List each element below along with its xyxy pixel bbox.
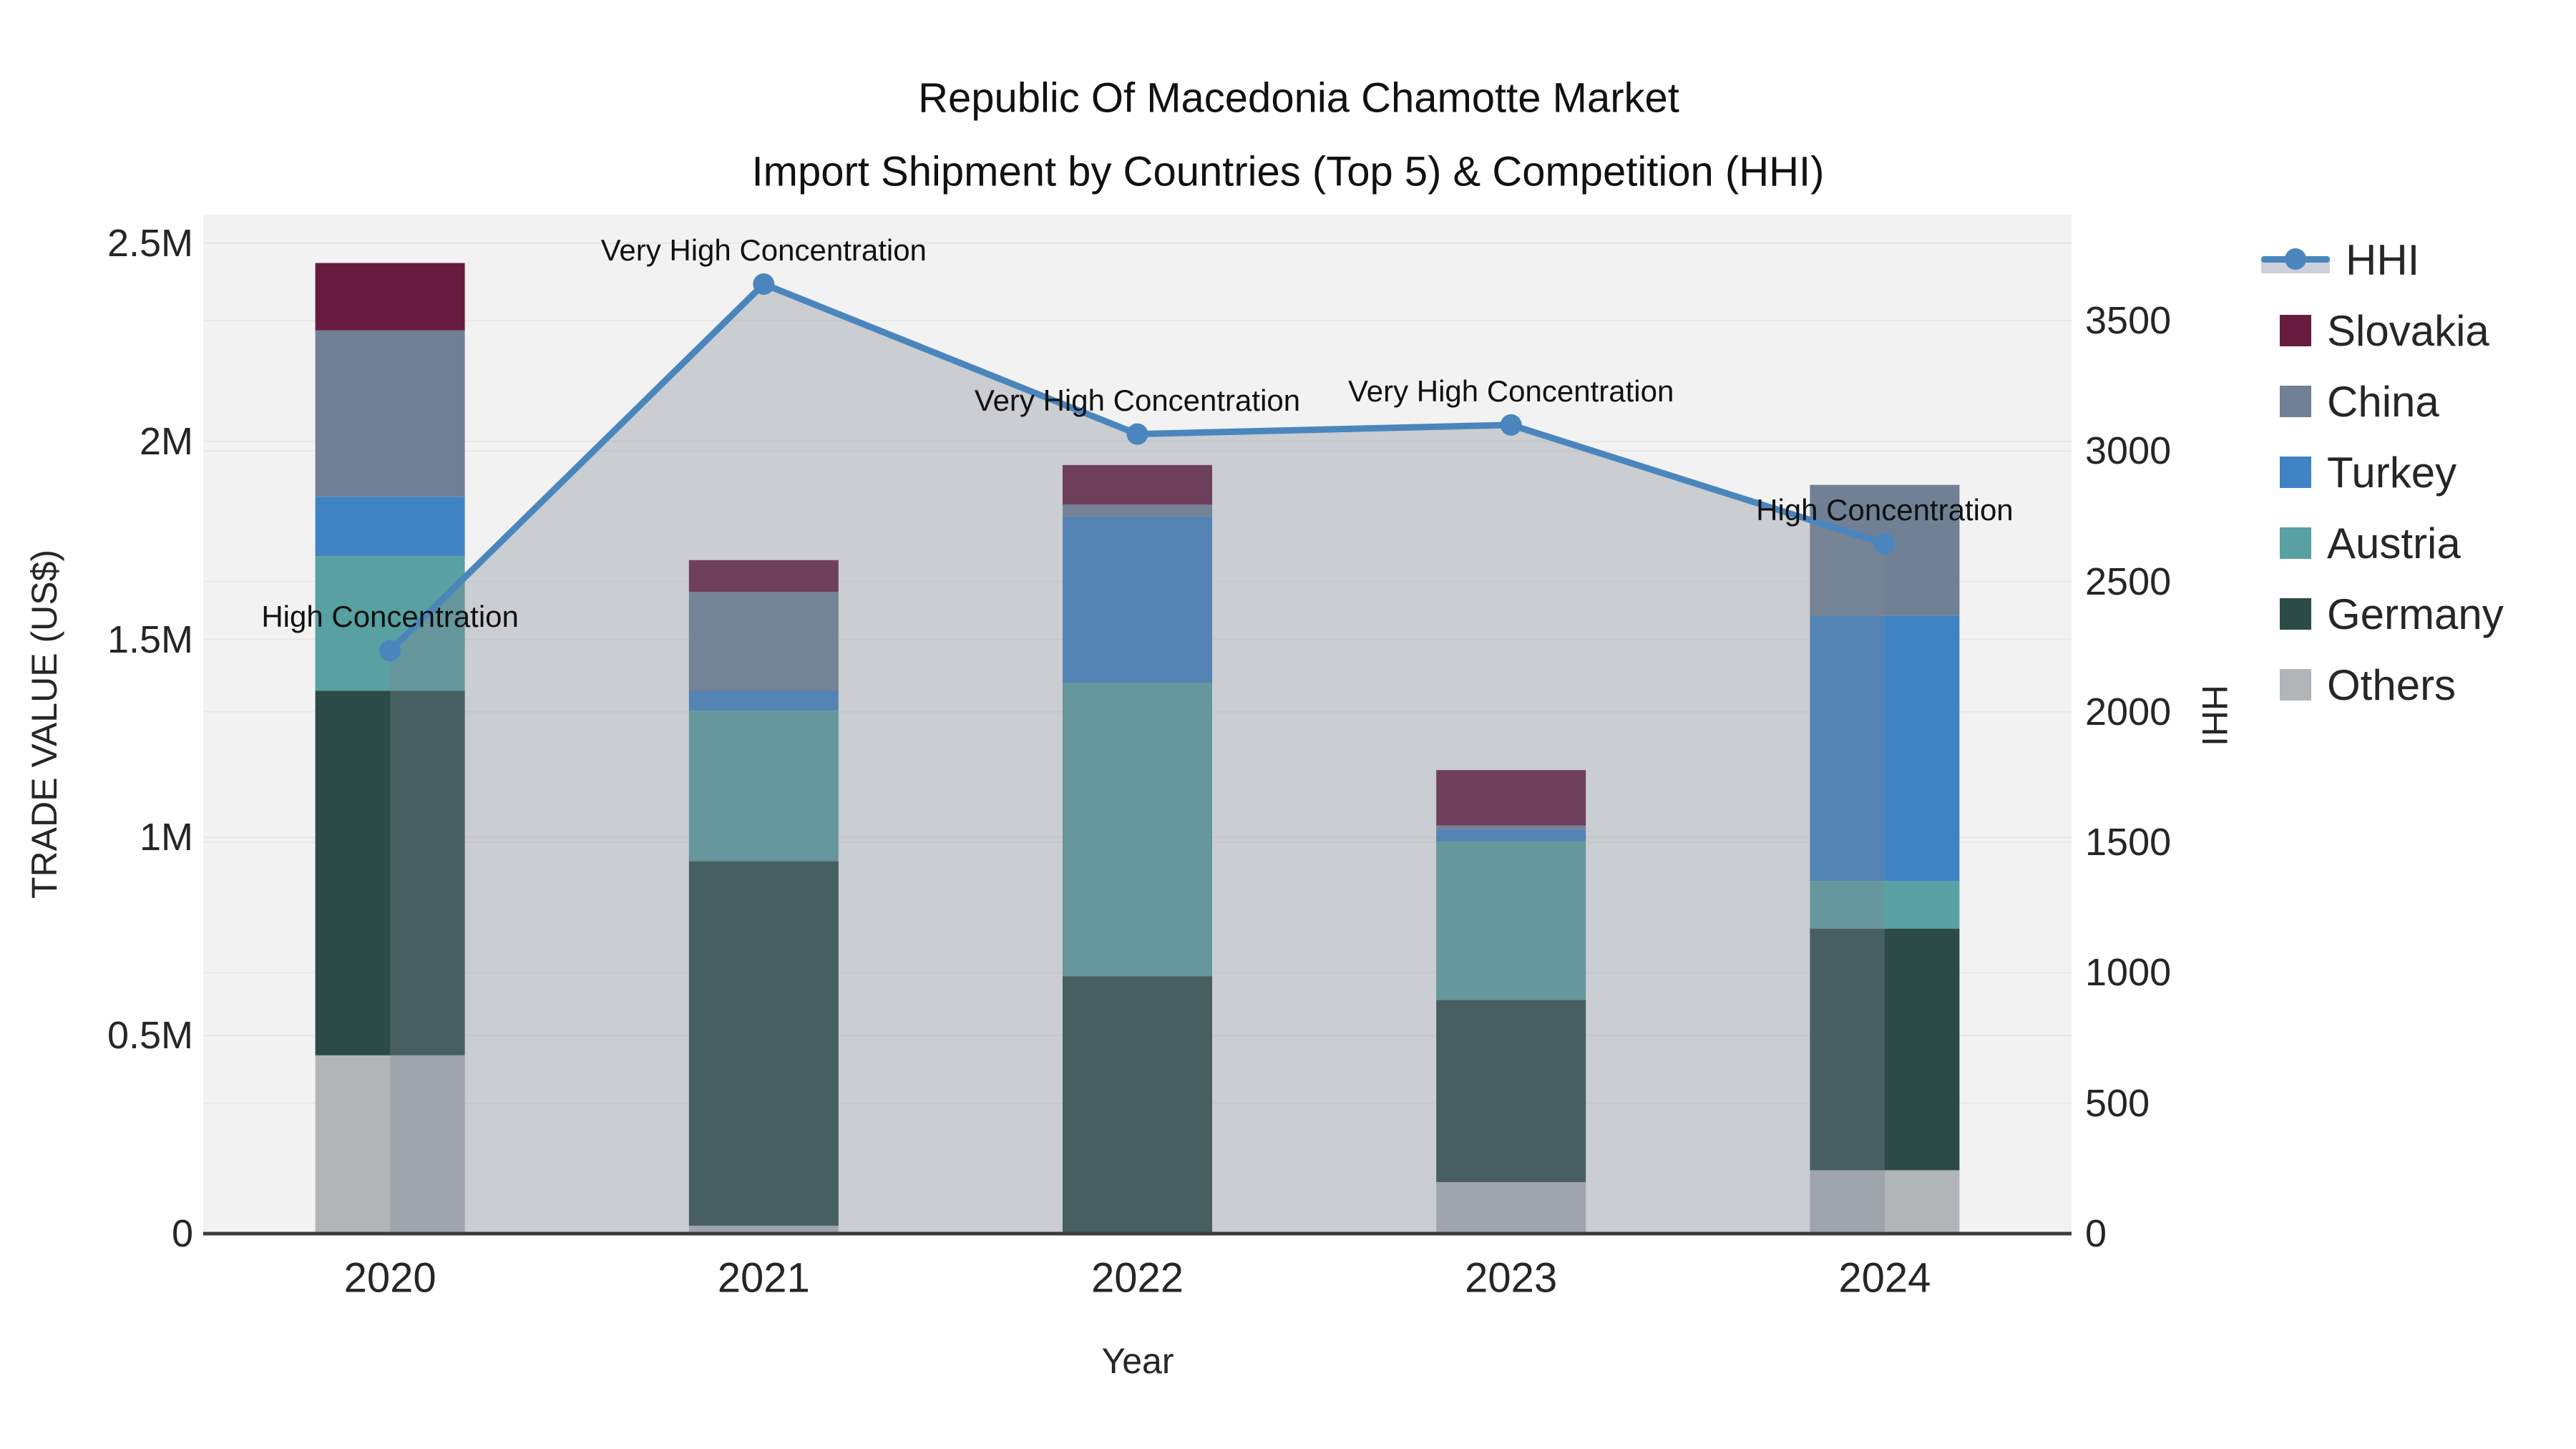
bar-segment-others-2024[interactable] [1810, 1170, 1960, 1234]
bar-segment-germany-2023[interactable] [1436, 1000, 1586, 1183]
annotation-2024: High Concentration [1756, 492, 2014, 527]
bar-segment-turkey-2020[interactable] [315, 497, 465, 557]
legend-label: China [2327, 377, 2439, 426]
left-axis-title: TRADE VALUE (US$) [24, 549, 64, 899]
left-tick-0.5M: 0.5M [107, 1014, 193, 1058]
legend-label: HHI [2346, 235, 2420, 284]
x-axis-title: Year [1101, 1341, 1174, 1381]
bar-segment-germany-2024[interactable] [1810, 928, 1960, 1171]
right-tick-3500: 3500 [2085, 299, 2172, 342]
right-tick-1500: 1500 [2085, 821, 2172, 864]
annotation-2020: High Concentration [261, 600, 519, 634]
bar-segment-slovakia-2023[interactable] [1436, 770, 1586, 826]
right-tick-1000: 1000 [2085, 951, 2172, 995]
bar-segment-turkey-2024[interactable] [1810, 615, 1960, 882]
hhi-line-swatch-icon [2261, 243, 2330, 276]
legend-item-slovakia[interactable]: Slovakia [2261, 302, 2489, 359]
bar-segment-austria-2021[interactable] [688, 711, 839, 862]
bar-segment-others-2023[interactable] [1436, 1182, 1586, 1234]
right-tick-0: 0 [2085, 1212, 2107, 1255]
annotation-2022: Very High Concentration [974, 383, 1301, 417]
bar-segment-austria-2023[interactable] [1436, 841, 1586, 1000]
legend-label: Others [2327, 660, 2457, 709]
right-tick-2000: 2000 [2085, 690, 2172, 733]
legend-swatch-icon [2280, 598, 2311, 630]
x-tick-2021: 2021 [717, 1254, 810, 1302]
x-tick-2020: 2020 [343, 1254, 436, 1302]
right-tick-2500: 2500 [2085, 560, 2172, 603]
legend-item-germany[interactable]: Germany [2261, 585, 2504, 643]
legend-swatch-icon [2280, 669, 2311, 701]
bar-segment-slovakia-2020[interactable] [315, 263, 465, 331]
x-tick-2022: 2022 [1091, 1254, 1184, 1302]
bar-segment-others-2020[interactable] [315, 1055, 465, 1234]
legend-item-china[interactable]: China [2261, 373, 2439, 430]
legend-item-turkey[interactable]: Turkey [2261, 444, 2457, 501]
bar-segment-austria-2024[interactable] [1810, 881, 1960, 929]
legend-label: Turkey [2327, 448, 2457, 497]
left-tick-2.5M: 2.5M [107, 221, 193, 265]
right-tick-3000: 3000 [2085, 429, 2172, 473]
bar-segment-china-2022[interactable] [1063, 504, 1212, 517]
bar-segment-germany-2021[interactable] [688, 861, 839, 1226]
x-tick-2024: 2024 [1838, 1254, 1931, 1302]
chart-title: Republic Of Macedonia Chamotte Market [918, 74, 1679, 122]
bar-segment-others-2021[interactable] [688, 1225, 839, 1234]
bar-segment-slovakia-2022[interactable] [1063, 464, 1212, 505]
bar-segment-china-2021[interactable] [688, 592, 839, 691]
legend-item-austria[interactable]: Austria [2261, 514, 2461, 572]
bar-segment-turkey-2021[interactable] [688, 691, 839, 711]
bar-segment-slovakia-2021[interactable] [688, 560, 839, 592]
legend-swatch-icon [2280, 527, 2311, 559]
bar-segment-austria-2022[interactable] [1063, 683, 1212, 977]
bar-segment-turkey-2022[interactable] [1063, 516, 1212, 683]
right-tick-500: 500 [2085, 1081, 2150, 1125]
right-axis-title: HHI [2195, 684, 2235, 747]
legend-label: Austria [2327, 519, 2461, 567]
bar-segment-turkey-2023[interactable] [1436, 829, 1586, 841]
legend-item-others[interactable]: Others [2261, 656, 2456, 713]
legend-swatch-icon [2280, 386, 2311, 417]
legend-label: Germany [2327, 590, 2504, 638]
annotation-2023: Very High Concentration [1348, 374, 1674, 408]
chart-subtitle: Import Shipment by Countries (Top 5) & C… [751, 148, 1825, 195]
legend-item-hhi[interactable]: HHI [2261, 231, 2419, 288]
hhi-marker-2020[interactable] [379, 640, 401, 662]
bar-segment-china-2020[interactable] [315, 330, 465, 497]
bar-segment-germany-2020[interactable] [315, 691, 465, 1055]
hhi-area-fill [390, 283, 1885, 1234]
hhi-marker-2022[interactable] [1126, 423, 1148, 445]
annotation-2021: Very High Concentration [600, 233, 927, 267]
x-tick-2023: 2023 [1465, 1254, 1558, 1302]
legend-swatch-icon [2280, 457, 2311, 488]
bar-segment-austria-2020[interactable] [315, 556, 465, 691]
bar-segment-germany-2022[interactable] [1063, 976, 1212, 1234]
hhi-marker-2021[interactable] [753, 273, 775, 295]
hhi-marker-2023[interactable] [1500, 414, 1522, 436]
left-tick-1.5M: 1.5M [107, 618, 193, 661]
left-tick-0: 0 [171, 1212, 193, 1255]
legend-swatch-icon [2280, 315, 2311, 346]
left-tick-2M: 2M [139, 419, 193, 463]
hhi-marker-2024[interactable] [1873, 532, 1896, 555]
legend-label: Slovakia [2327, 306, 2489, 355]
left-tick-1M: 1M [139, 816, 193, 859]
bar-segment-china-2023[interactable] [1436, 825, 1586, 830]
